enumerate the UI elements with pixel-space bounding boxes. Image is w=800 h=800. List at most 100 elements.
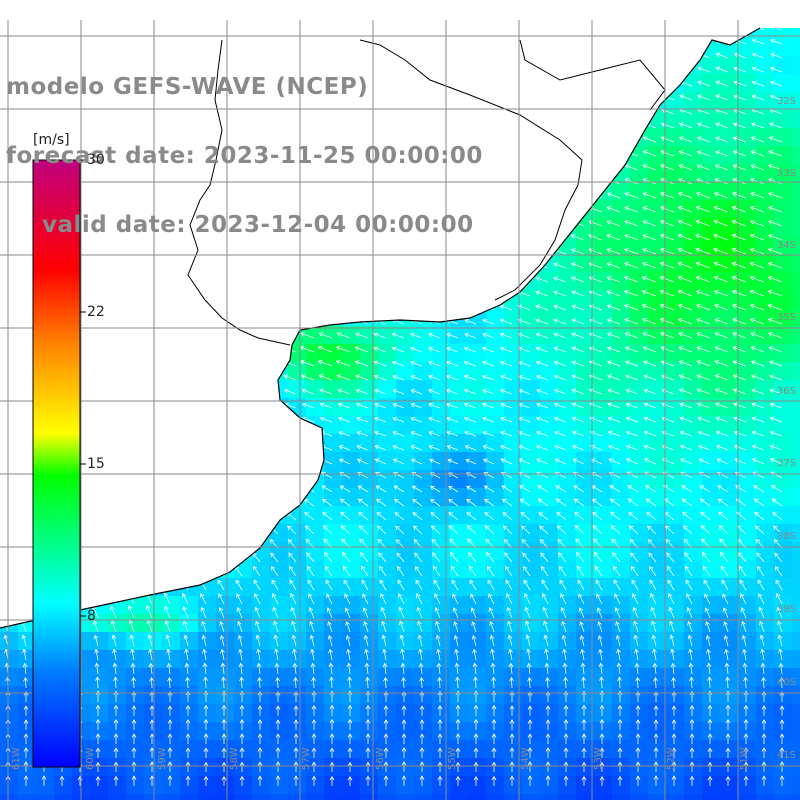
wind-speed-cell bbox=[684, 254, 703, 273]
wind-speed-cell bbox=[486, 686, 505, 705]
wind-speed-cell bbox=[540, 740, 559, 759]
wind-speed-cell bbox=[360, 758, 379, 777]
wind-arrow bbox=[660, 290, 675, 297]
wind-arrow bbox=[410, 417, 423, 423]
wind-arrow bbox=[536, 347, 549, 353]
wind-arrow-head bbox=[696, 304, 701, 309]
wind-speed-cell bbox=[522, 308, 541, 327]
wind-arrow-head bbox=[643, 402, 649, 408]
wind-speed-cell bbox=[792, 452, 800, 471]
wind-speed-cell bbox=[792, 326, 800, 345]
wind-arrow-head bbox=[392, 416, 398, 422]
wind-speed-cell bbox=[486, 776, 505, 795]
wind-speed-cell bbox=[468, 362, 487, 381]
wind-arrow-head bbox=[696, 332, 701, 337]
wind-speed-cell bbox=[720, 578, 739, 597]
wind-speed-cell bbox=[540, 398, 559, 417]
wind-speed-cell bbox=[450, 344, 469, 363]
wind-arrow bbox=[356, 403, 369, 409]
wind-speed-cell bbox=[396, 542, 415, 561]
wind-arrow-head bbox=[299, 345, 305, 351]
wind-speed-cell bbox=[756, 452, 775, 471]
wind-arrow bbox=[336, 360, 351, 367]
wind-speed-cell bbox=[450, 596, 469, 615]
wind-arrow-head bbox=[733, 430, 739, 436]
wind-arrow bbox=[483, 445, 495, 451]
wind-speed-cell bbox=[522, 542, 541, 561]
wind-speed-cell bbox=[450, 506, 469, 525]
wind-speed-cell bbox=[720, 92, 739, 111]
wind-arrow-head bbox=[536, 402, 541, 408]
wind-arrow-head bbox=[695, 261, 701, 267]
wind-speed-cell bbox=[612, 272, 631, 291]
wind-arrow-head bbox=[318, 374, 324, 379]
wind-speed-cell bbox=[486, 650, 505, 669]
wind-arrow bbox=[642, 234, 657, 241]
wind-arrow-head bbox=[749, 233, 755, 239]
wind-speed-cell bbox=[144, 614, 163, 633]
wind-arrow bbox=[697, 123, 711, 129]
wind-speed-cell bbox=[252, 578, 271, 597]
wind-speed-cell bbox=[486, 614, 505, 633]
wind-speed-cell bbox=[342, 488, 361, 507]
wind-speed-cell bbox=[288, 614, 307, 633]
wind-speed-cell bbox=[576, 758, 595, 777]
wind-speed-cell bbox=[612, 380, 631, 399]
wind-speed-cell bbox=[756, 92, 775, 111]
wind-speed-cell bbox=[144, 596, 163, 615]
wind-speed-cell bbox=[288, 722, 307, 741]
wind-arrow bbox=[644, 445, 657, 451]
wind-arrow-head bbox=[624, 318, 629, 323]
wind-speed-cell bbox=[630, 326, 649, 345]
wind-speed-cell bbox=[684, 596, 703, 615]
wind-arrow bbox=[678, 346, 693, 353]
wind-arrow-head bbox=[677, 233, 683, 239]
wind-speed-cell bbox=[540, 776, 559, 795]
wind-arrow-head bbox=[714, 374, 720, 379]
wind-arrow bbox=[696, 332, 711, 339]
wind-speed-cell bbox=[684, 704, 703, 723]
wind-speed-cell bbox=[324, 452, 343, 471]
wind-arrow-head bbox=[750, 122, 756, 127]
wind-speed-cell bbox=[558, 704, 577, 723]
wind-speed-cell bbox=[648, 578, 667, 597]
wind-speed-cell bbox=[774, 74, 793, 93]
wind-arrow-head bbox=[660, 136, 666, 141]
wind-speed-cell bbox=[738, 704, 757, 723]
wind-arrow-head bbox=[678, 346, 684, 351]
wind-arrow bbox=[553, 277, 567, 283]
wind-arrow-head bbox=[659, 261, 665, 267]
wind-speed-cell bbox=[288, 542, 307, 561]
wind-arrow-head bbox=[678, 122, 684, 127]
wind-speed-cell bbox=[234, 632, 253, 651]
wind-arrow bbox=[338, 431, 351, 437]
wind-arrow bbox=[732, 290, 747, 297]
wind-arrow-head bbox=[659, 233, 665, 239]
wind-speed-cell bbox=[378, 362, 397, 381]
wind-speed-cell bbox=[324, 560, 343, 579]
wind-arrow-head bbox=[553, 262, 558, 267]
wind-speed-cell bbox=[18, 722, 37, 741]
wind-speed-cell bbox=[522, 776, 541, 795]
wind-arrow bbox=[624, 262, 639, 269]
wind-speed-cell bbox=[612, 614, 631, 633]
wind-arrow bbox=[662, 458, 675, 465]
wind-arrow-head bbox=[642, 220, 648, 225]
wind-arrow-head bbox=[767, 289, 773, 295]
wind-arrow-head bbox=[554, 444, 559, 450]
wind-speed-cell bbox=[396, 614, 415, 633]
wind-arrow bbox=[625, 361, 639, 367]
wind-arrow-head bbox=[536, 458, 541, 463]
wind-speed-cell bbox=[738, 164, 757, 183]
wind-speed-cell bbox=[774, 578, 793, 597]
wind-speed-cell bbox=[576, 650, 595, 669]
wind-arrow bbox=[768, 234, 783, 241]
wind-speed-cell bbox=[126, 632, 145, 651]
wind-speed-cell bbox=[558, 740, 577, 759]
wind-speed-cell bbox=[648, 650, 667, 669]
wind-speed-cell bbox=[342, 326, 361, 345]
wind-arrow bbox=[339, 459, 351, 465]
wind-arrow-head bbox=[572, 458, 578, 463]
wind-arrow-head bbox=[428, 444, 434, 450]
wind-speed-cell bbox=[756, 560, 775, 579]
